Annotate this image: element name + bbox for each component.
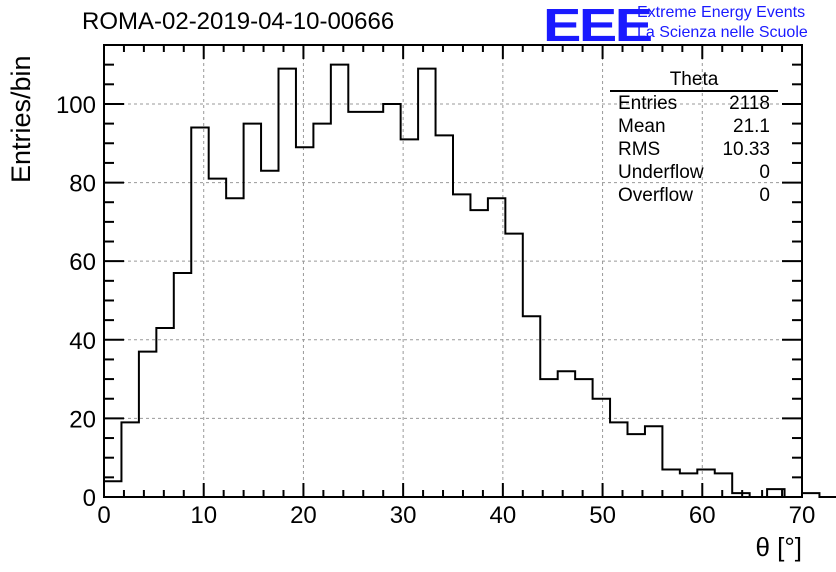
x-tick-label: 70 (789, 502, 816, 529)
stats-label: Mean (618, 116, 666, 137)
stats-row: Mean 21.1 (610, 115, 778, 138)
stats-value: 21.1 (733, 116, 770, 137)
x-tick-label: 50 (589, 502, 616, 529)
stats-label: RMS (618, 139, 661, 160)
chart-title: ROMA-02-2019-04-10-00666 (82, 8, 395, 35)
stats-box: Theta Entries 2118 Mean 21.1 RMS 10.33 U… (610, 70, 778, 207)
stats-row: Overflow 0 (610, 184, 778, 207)
stats-label: Overflow (618, 185, 693, 206)
stats-value: 0 (759, 162, 770, 183)
stats-title: Theta (610, 70, 778, 92)
eee-logo: EEE (543, 0, 653, 51)
y-tick-label: 80 (69, 171, 96, 198)
x-tick-label: 20 (290, 502, 317, 529)
y-tick-label: 20 (69, 406, 96, 433)
x-tick-label: 40 (490, 502, 517, 529)
y-tick-label: 100 (56, 92, 96, 119)
stats-row: RMS 10.33 (610, 138, 778, 161)
stats-label: Underflow (618, 162, 704, 183)
y-tick-label: 0 (83, 485, 96, 512)
plot-frame (103, 44, 803, 498)
stats-value: 10.33 (722, 139, 770, 160)
stats-value: 2118 (729, 93, 770, 114)
x-axis-label: θ [°] (755, 532, 802, 562)
y-tick-label: 40 (69, 328, 96, 355)
logo-line-1: Extreme Energy Events (637, 4, 806, 21)
y-axis-label: Entries/bin (6, 55, 36, 183)
tick-labels: 0 10 20 30 40 50 60 70 0 20 40 60 80 100 (56, 92, 815, 529)
logo-line-2: La Scienza nelle Scuole (637, 24, 808, 41)
y-tick-label: 60 (69, 249, 96, 276)
stats-row: Underflow 0 (610, 161, 778, 184)
x-tick-label: 30 (390, 502, 417, 529)
stats-value: 0 (759, 185, 770, 206)
stats-row: Entries 2118 (610, 92, 778, 115)
x-tick-label: 10 (190, 502, 217, 529)
axis-ticks (103, 44, 803, 498)
x-tick-label: 0 (97, 502, 110, 529)
stats-label: Entries (618, 93, 678, 114)
x-tick-label: 60 (689, 502, 716, 529)
